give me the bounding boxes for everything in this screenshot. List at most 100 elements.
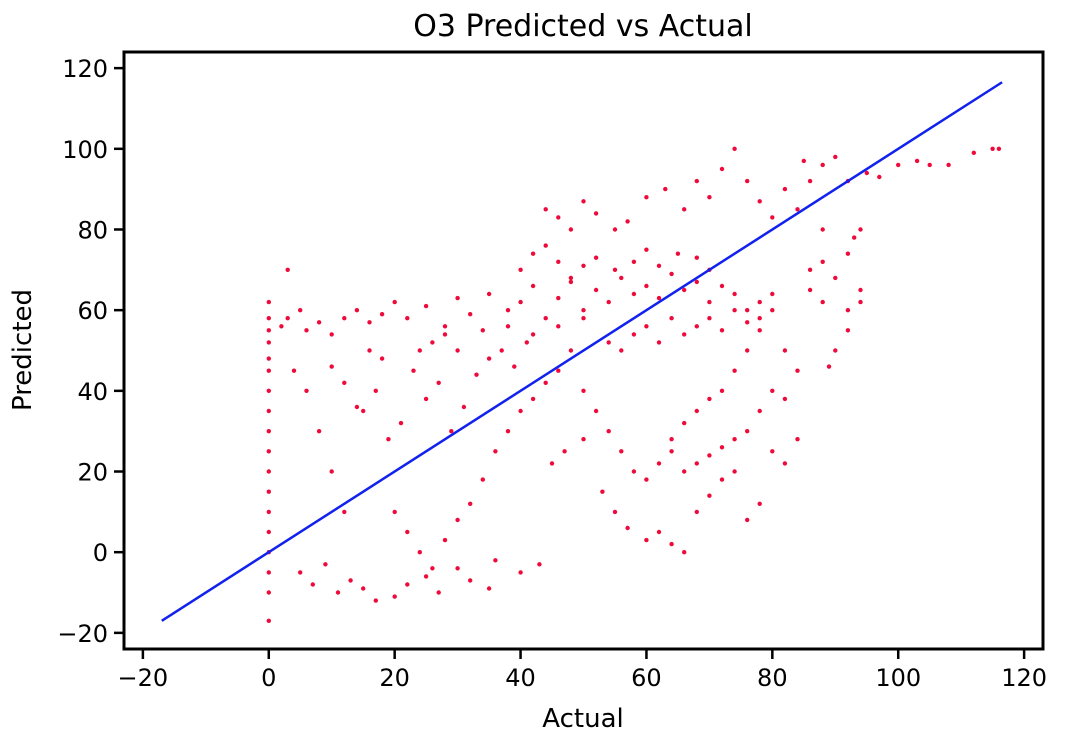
scatter-point	[405, 316, 410, 321]
scatter-point	[625, 219, 630, 224]
scatter-point	[770, 449, 775, 454]
y-tick-label: 80	[77, 216, 108, 244]
scatter-point	[266, 618, 271, 623]
scatter-point	[707, 316, 712, 321]
fit-line	[161, 81, 1003, 622]
scatter-point	[329, 364, 334, 369]
scatter-point	[266, 388, 271, 393]
scatter-point	[845, 308, 851, 313]
y-tick-label: 120	[62, 55, 108, 83]
scatter-point	[682, 332, 687, 337]
scatter-point	[593, 255, 599, 260]
scatter-point	[304, 388, 309, 393]
scatter-point	[530, 251, 536, 256]
scatter-point	[342, 509, 347, 515]
scatter-point	[619, 348, 624, 353]
scatter-point	[266, 408, 271, 414]
scatter-point	[845, 251, 851, 256]
scatter-point	[581, 199, 586, 204]
scatter-point	[719, 283, 725, 289]
scatter-point	[820, 162, 825, 168]
scatter-point	[694, 408, 699, 414]
scatter-point	[644, 247, 649, 252]
x-tick-label: 40	[505, 664, 536, 692]
scatter-point	[656, 340, 662, 345]
scatter-point	[694, 255, 699, 260]
scatter-point	[417, 348, 422, 353]
scatter-point	[732, 437, 737, 442]
scatter-point	[266, 316, 271, 321]
scatter-point	[493, 558, 498, 563]
scatter-point	[436, 380, 441, 385]
scatter-point	[707, 493, 712, 498]
scatter-point	[719, 388, 725, 393]
scatter-point	[568, 348, 574, 353]
scatter-point	[864, 170, 869, 176]
scatter-point	[707, 453, 712, 458]
scatter-point	[858, 227, 863, 232]
scatter-point	[298, 570, 303, 575]
scatter-point	[795, 368, 800, 373]
y-axis-label: Predicted	[8, 289, 38, 411]
axes: −20 0 20 40 60 80 100 120 −20 0 20 40 60 80 100 120	[57, 50, 1047, 692]
scatter-point	[694, 509, 699, 515]
scatter-point	[682, 420, 687, 426]
scatter-point	[877, 174, 882, 180]
scatter-point	[644, 477, 649, 482]
scatter-point	[468, 312, 473, 317]
scatter-point	[707, 396, 712, 402]
scatter-point	[342, 316, 347, 321]
scatter-point	[266, 590, 271, 595]
y-tick-label: 0	[93, 539, 108, 567]
scatter-point	[732, 469, 737, 474]
scatter-point	[568, 227, 574, 232]
x-tick-label: 120	[1001, 664, 1047, 692]
scatter-point	[518, 408, 523, 414]
scatter-point	[285, 267, 290, 272]
scatter-point	[266, 529, 271, 535]
scatter-point	[669, 449, 674, 454]
scatter-point	[423, 303, 429, 309]
scatter-point	[745, 348, 750, 353]
scatter-point	[392, 509, 397, 515]
x-tick-label: 20	[379, 664, 410, 692]
scatter-point	[455, 348, 460, 353]
scatter-point	[757, 501, 762, 506]
scatter-point	[820, 299, 825, 305]
scatter-point	[367, 348, 372, 353]
scatter-point	[266, 509, 271, 515]
scatter-point	[392, 299, 397, 305]
scatter-point	[619, 275, 624, 281]
scatter-point	[820, 227, 825, 232]
scatter-point	[820, 259, 825, 264]
scatter-point	[833, 275, 838, 281]
scatter-point	[449, 429, 454, 434]
scatter-point	[266, 328, 271, 333]
scatter-point	[694, 324, 699, 329]
scatter-point	[631, 291, 637, 297]
scatter-point	[568, 279, 574, 285]
scatter-point	[669, 316, 674, 321]
scatter-point	[298, 308, 303, 313]
scatter-point	[556, 215, 561, 220]
scatter-point	[556, 295, 561, 301]
scatter-point	[405, 529, 410, 535]
scatter-point	[719, 477, 725, 482]
scatter-point	[757, 408, 762, 414]
scatter-point	[644, 324, 649, 329]
scatter-point	[669, 271, 674, 277]
scatter-point	[770, 215, 775, 220]
scatter-point	[732, 308, 737, 313]
scatter-point	[266, 356, 271, 361]
scatter-point	[436, 590, 441, 595]
scatter-point	[625, 525, 630, 531]
scatter-point	[455, 295, 460, 301]
scatter-point	[581, 263, 586, 268]
scatter-point	[606, 429, 611, 434]
scatter-point	[656, 461, 662, 466]
scatter-point	[782, 461, 788, 466]
scatter-point	[807, 267, 813, 272]
scatter-point	[914, 158, 920, 164]
scatter-point	[266, 469, 271, 474]
